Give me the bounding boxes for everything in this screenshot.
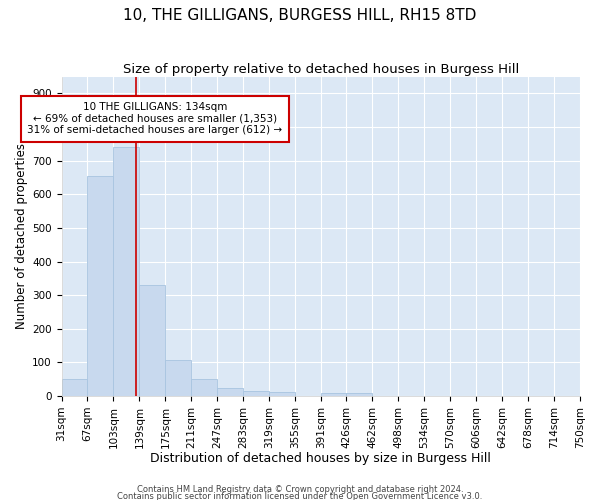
Bar — [217, 388, 243, 396]
Bar — [191, 378, 217, 396]
Bar — [113, 148, 139, 396]
Text: 10, THE GILLIGANS, BURGESS HILL, RH15 8TD: 10, THE GILLIGANS, BURGESS HILL, RH15 8T… — [124, 8, 476, 22]
Bar — [346, 392, 373, 396]
X-axis label: Distribution of detached houses by size in Burgess Hill: Distribution of detached houses by size … — [151, 452, 491, 465]
Text: Contains public sector information licensed under the Open Government Licence v3: Contains public sector information licen… — [118, 492, 482, 500]
Bar — [243, 391, 269, 396]
Bar — [62, 379, 88, 396]
Bar — [88, 176, 113, 396]
Text: 10 THE GILLIGANS: 134sqm
← 69% of detached houses are smaller (1,353)
31% of sem: 10 THE GILLIGANS: 134sqm ← 69% of detach… — [27, 102, 283, 136]
Bar — [166, 360, 191, 396]
Y-axis label: Number of detached properties: Number of detached properties — [15, 144, 28, 330]
Bar — [139, 285, 166, 396]
Title: Size of property relative to detached houses in Burgess Hill: Size of property relative to detached ho… — [122, 62, 519, 76]
Text: Contains HM Land Registry data © Crown copyright and database right 2024.: Contains HM Land Registry data © Crown c… — [137, 486, 463, 494]
Bar — [269, 392, 295, 396]
Bar — [321, 392, 346, 396]
